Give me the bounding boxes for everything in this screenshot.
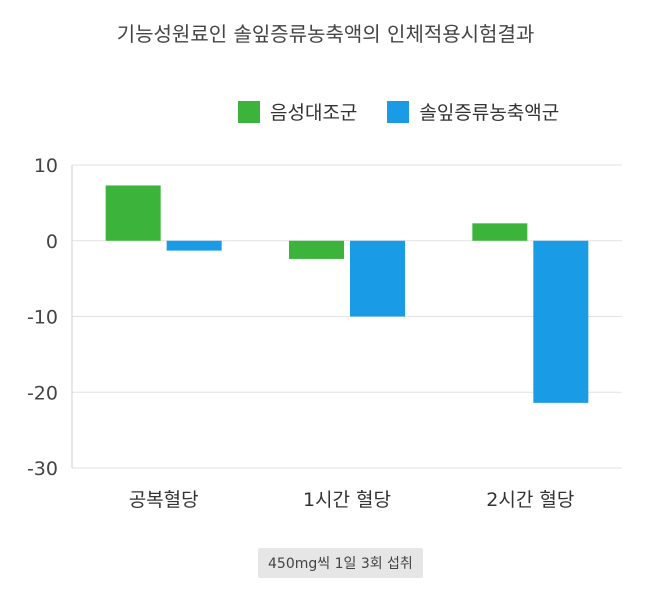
y-tick-label: -10 — [27, 307, 58, 329]
legend-label-treatment: 솔잎증류농축액군 — [419, 102, 560, 124]
chart-title: 기능성원료인 솔잎증류농축액의 인체적용시험결과 — [116, 22, 535, 46]
bar-control — [289, 240, 344, 259]
bar-treatment — [350, 240, 405, 317]
bar-treatment — [533, 240, 589, 403]
y-tick-label: -20 — [27, 382, 58, 404]
legend-swatch-treatment — [387, 100, 410, 123]
bar-treatment — [166, 240, 222, 251]
legend-item-treatment: 솔잎증류농축액군 — [387, 98, 559, 125]
bar-control — [105, 185, 161, 241]
y-tick-label: 0 — [46, 231, 58, 253]
legend-swatch-control — [238, 100, 260, 123]
x-category-label: 2시간 혈당 — [486, 489, 574, 511]
bar-control — [472, 223, 528, 241]
legend: 음성대조군 솔잎증류농축액군 — [238, 98, 589, 125]
y-tick-label: 10 — [34, 155, 58, 177]
x-category-label: 1시간 혈당 — [303, 489, 391, 511]
legend-item-control: 음성대조군 — [238, 98, 357, 125]
x-category-label: 공복혈당 — [129, 489, 199, 511]
y-tick-label: -30 — [27, 458, 58, 480]
legend-label-control: 음성대조군 — [270, 102, 358, 124]
dosage-note: 450mg씩 1일 3회 섭취 — [258, 548, 423, 578]
